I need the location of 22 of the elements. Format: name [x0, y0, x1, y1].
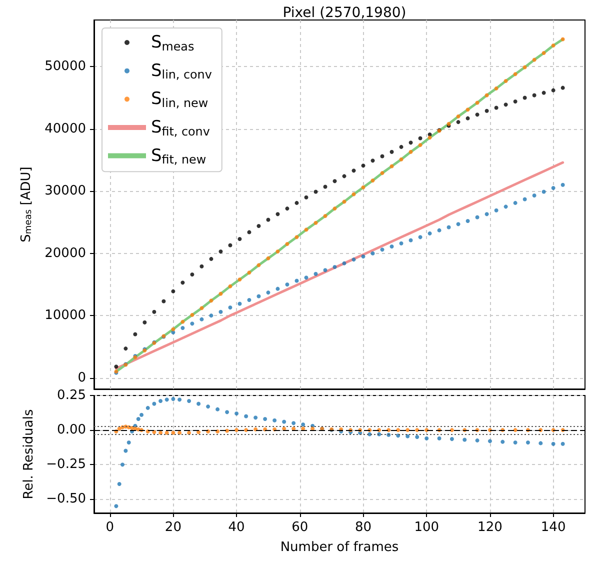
y-tick-label: 40000	[44, 121, 86, 136]
y-tick-label: 50000	[44, 59, 86, 74]
x-tick-label: 0	[106, 520, 114, 535]
y-tick-label: 20000	[44, 246, 86, 261]
x-tick-label: 60	[292, 520, 308, 535]
y-tick-label: 10000	[44, 308, 86, 324]
x-tick-label: 140	[540, 520, 566, 535]
x-tick-label: 20	[164, 520, 182, 535]
y-axis-title: Rel. Residuals	[21, 409, 36, 500]
y-tick-label: −0.25	[46, 457, 86, 472]
x-axis-title: Number of frames	[280, 540, 399, 555]
x-tick-label: 120	[478, 520, 502, 535]
y-tick-label: 0.00	[57, 422, 86, 438]
x-tick-label: 40	[228, 520, 245, 535]
y-tick-label: 0	[78, 370, 86, 386]
chart-title: Pixel (2570,1980)	[282, 5, 406, 21]
y-tick-label: −0.50	[46, 492, 86, 507]
y-tick-label: 0.25	[57, 388, 86, 403]
x-tick-label: 100	[414, 520, 440, 535]
y-tick-label: 30000	[44, 184, 86, 199]
x-tick-label: 80	[354, 520, 372, 535]
y-axis-title: Smeas [ADU]	[18, 166, 34, 242]
